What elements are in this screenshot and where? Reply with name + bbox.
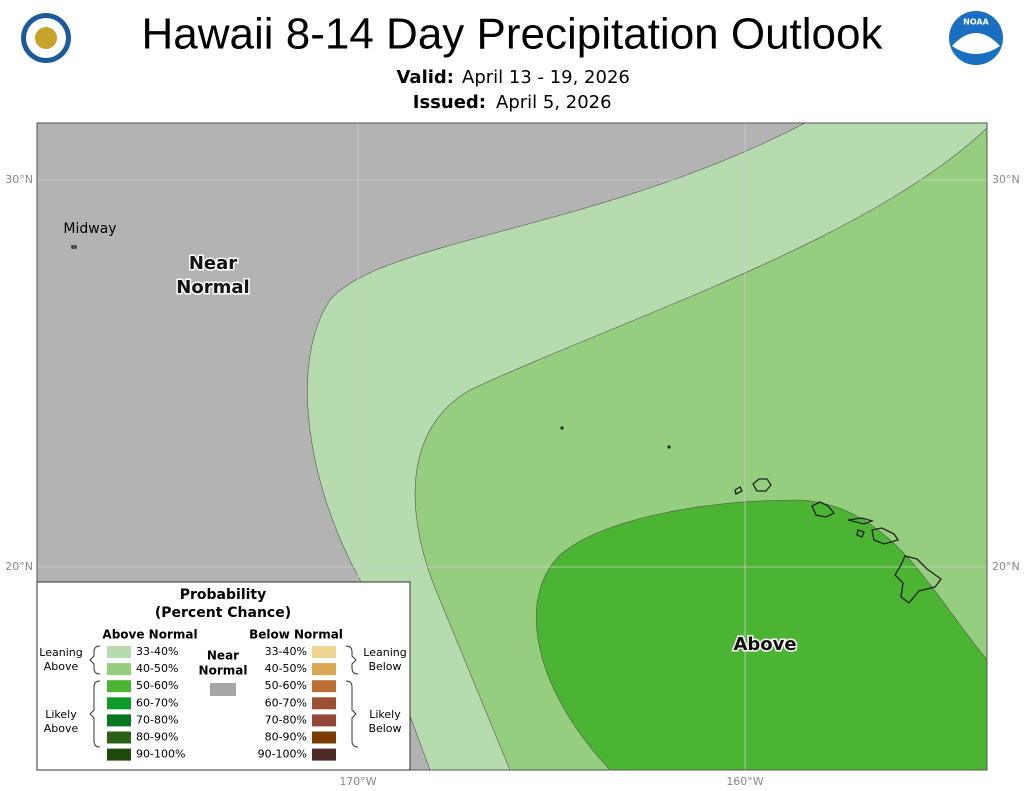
level-label: 60-70% — [136, 696, 178, 709]
lat-label: 30°N — [5, 173, 33, 186]
legend-header: Above Normal — [102, 628, 197, 642]
swatch — [107, 714, 131, 727]
level-label: 40-50% — [136, 662, 178, 675]
swatch — [312, 680, 336, 693]
brackets — [89, 645, 359, 748]
lat-label: 20°N — [5, 560, 33, 573]
level-label: 40-50% — [265, 662, 307, 675]
group-label: Likely — [369, 708, 401, 721]
group-label: Above — [44, 722, 79, 735]
swatch — [312, 714, 336, 727]
level-label: 70-80% — [265, 713, 307, 726]
group-label: Leaning — [39, 646, 82, 659]
swatch — [312, 663, 336, 676]
swatch — [107, 731, 131, 744]
legend-header: Below Normal — [249, 628, 343, 642]
group-label: Below — [368, 722, 401, 735]
lat-label: 20°N — [992, 560, 1020, 573]
swatch — [107, 697, 131, 710]
region-label: Above — [733, 634, 796, 655]
legend-box — [36, 581, 411, 771]
noaa-logo: NOAA — [949, 11, 1003, 65]
near-label: Near — [207, 649, 239, 663]
level-label: 50-60% — [136, 679, 178, 692]
swatch — [107, 646, 131, 658]
valid-date: April 13 - 19, 2026 — [462, 67, 630, 88]
above-50-60 — [535, 499, 987, 770]
lon-label: 160°W — [726, 775, 763, 788]
level-label: 90-100% — [136, 748, 185, 761]
near-label: Normal — [199, 664, 248, 678]
swatch — [312, 748, 336, 761]
level-label: 33-40% — [265, 645, 307, 658]
islands — [71, 245, 942, 604]
issued-label: Issued: — [413, 92, 486, 113]
logo-text: NOAA — [963, 18, 989, 27]
map — [37, 123, 987, 770]
level-label: 80-90% — [136, 731, 178, 744]
swatch — [312, 646, 336, 658]
level-label: 70-80% — [136, 713, 178, 726]
near-swatch — [210, 683, 236, 696]
issued-date: April 5, 2026 — [496, 92, 612, 113]
title: Hawaii 8-14 Day Precipitation Outlook — [141, 10, 883, 59]
swatch — [107, 748, 131, 761]
level-label: 50-60% — [265, 679, 307, 692]
legend-subtitle: (Percent Chance) — [155, 605, 291, 621]
seal — [21, 13, 71, 63]
group-label: Likely — [45, 708, 77, 721]
level-label: 90-100% — [258, 748, 307, 761]
map-frame — [36, 122, 988, 771]
swatch — [312, 731, 336, 744]
valid-label: Valid: — [396, 67, 454, 88]
group-label: Leaning — [363, 646, 406, 659]
swatch — [107, 680, 131, 693]
swatch — [312, 697, 336, 710]
region-label: Near — [189, 253, 237, 274]
level-label: 60-70% — [265, 696, 307, 709]
level-label: 80-90% — [265, 731, 307, 744]
legend-title: Probability — [180, 587, 267, 603]
level-label: 33-40% — [136, 645, 178, 658]
region-label: Normal — [176, 277, 249, 298]
group-label: Above — [44, 660, 79, 673]
swatch — [107, 663, 131, 676]
legend: Probability (Percent Chance) Above Norma… — [36, 581, 411, 771]
place-label: Midway — [63, 221, 116, 237]
lon-label: 170°W — [339, 775, 376, 788]
lat-label: 30°N — [992, 173, 1020, 186]
group-label: Below — [368, 660, 401, 673]
